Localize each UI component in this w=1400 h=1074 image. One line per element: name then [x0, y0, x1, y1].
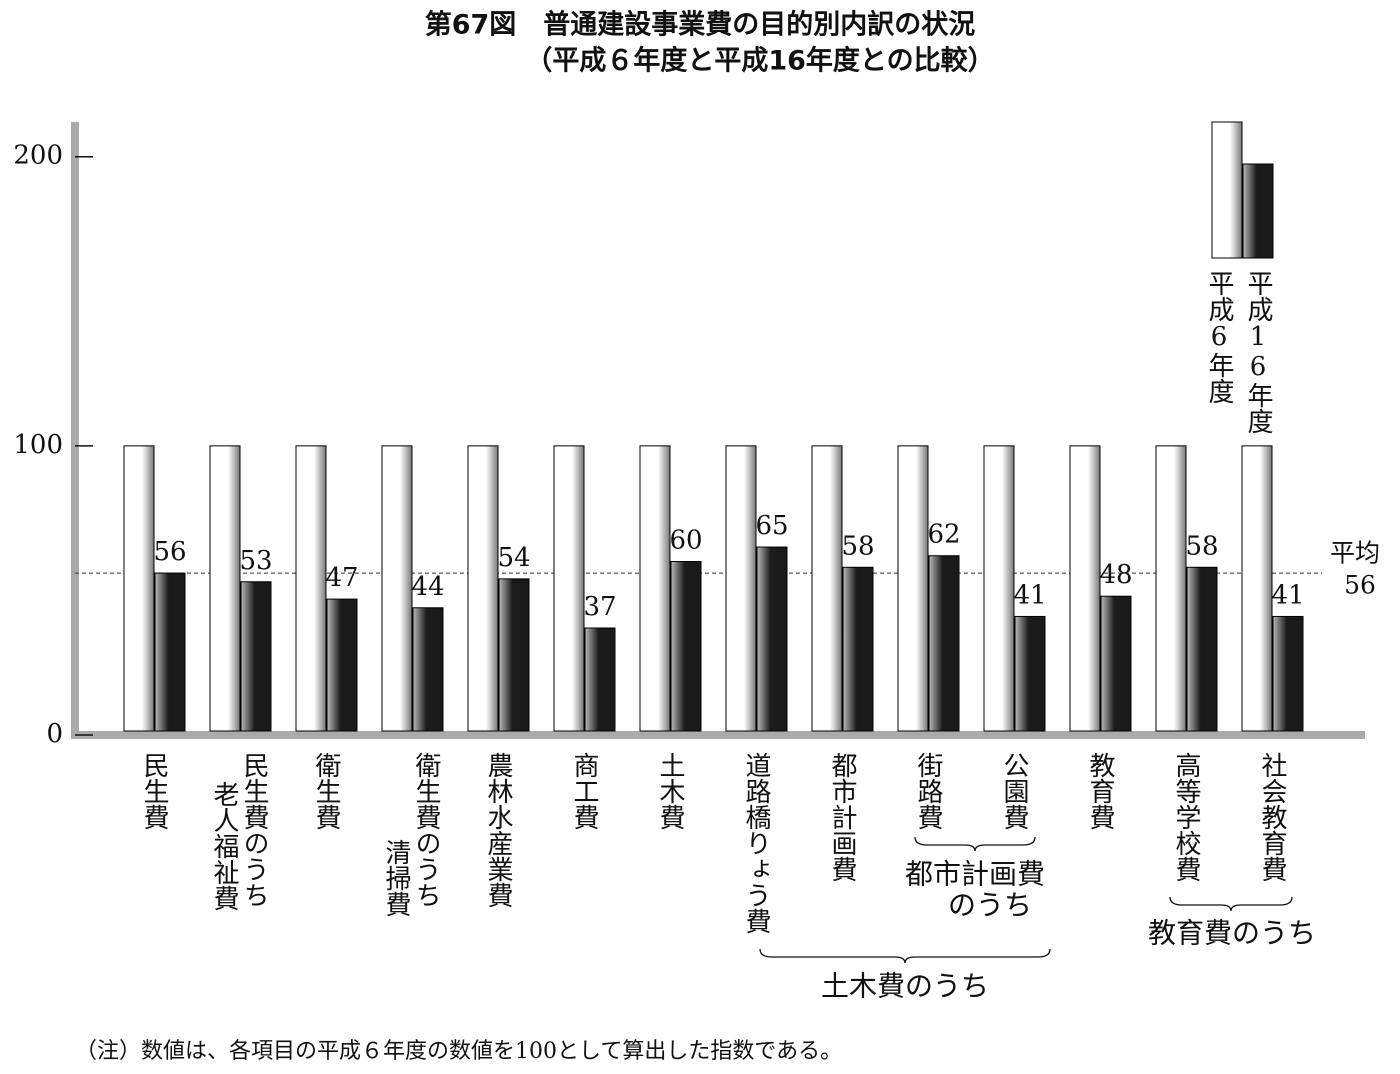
x-tick-label: 衛生費のうち	[411, 752, 441, 908]
average-value: 56	[1344, 571, 1376, 600]
note: （注）数値は、各項目の平成６年度の数値を100として算出した指数である。	[75, 1039, 842, 1064]
legend-label: 平成6年度	[1204, 270, 1234, 404]
x-tick-label: 街路費	[913, 752, 943, 830]
value-label: 65	[755, 511, 788, 541]
bar	[1241, 445, 1273, 732]
value-label: 58	[841, 531, 874, 561]
legend-swatch	[1242, 163, 1274, 259]
bar	[381, 445, 413, 732]
bar	[928, 555, 960, 732]
x-tick-label: 民生費	[139, 752, 169, 830]
bar	[326, 598, 358, 732]
x-tick-label: 衛生費	[311, 752, 341, 830]
bar	[1014, 615, 1046, 732]
bar	[584, 627, 616, 732]
bar	[123, 445, 155, 732]
group-label: 教育費のうち	[1148, 917, 1316, 950]
value-label: 62	[927, 520, 960, 550]
value-label: 44	[411, 572, 444, 602]
value-label: 58	[1185, 531, 1218, 561]
bar	[756, 546, 788, 732]
bar	[897, 445, 929, 732]
bar	[467, 445, 499, 732]
y-tick-label: 0	[46, 719, 63, 749]
x-tick-label: 都市計画費	[827, 752, 857, 882]
bar	[1186, 566, 1218, 732]
x-tick-label: 道路橋りょう費	[741, 752, 771, 934]
bar	[639, 445, 671, 732]
x-tick-label: 老人福祉費	[209, 781, 239, 911]
x-tick-label: 農林水産業費	[483, 752, 513, 908]
bar	[983, 445, 1015, 732]
chart-title: 第67図 普通建設事業費の目的別内訳の状況	[425, 9, 976, 41]
bar	[553, 445, 585, 732]
value-label: 56	[153, 537, 186, 567]
y-tick-label: 200	[13, 141, 63, 171]
bar	[240, 581, 272, 732]
x-tick-label: 社会教育費	[1257, 752, 1287, 882]
average-label: 平均	[1330, 539, 1380, 568]
group-label: のうち	[948, 889, 1032, 922]
x-tick-label: 教育費	[1085, 752, 1115, 830]
bar	[670, 561, 702, 732]
group-label: 都市計画費	[905, 858, 1045, 891]
legend-swatch	[1211, 121, 1243, 259]
bar	[498, 578, 530, 732]
bar	[295, 445, 327, 732]
group-label: 土木費のうち	[821, 970, 989, 1003]
legend-label: 平成16年度	[1243, 270, 1273, 434]
x-tick-label: 商工費	[569, 752, 599, 830]
group-bracket	[914, 836, 1036, 852]
x-tick-label: 高等学校費	[1171, 752, 1201, 882]
value-label: 37	[583, 592, 616, 622]
bar	[1100, 595, 1132, 732]
bar	[412, 607, 444, 732]
bar	[154, 572, 186, 732]
value-label: 41	[1271, 580, 1304, 610]
x-tick-label: 清掃費	[381, 839, 411, 917]
group-bracket	[759, 948, 1051, 964]
x-tick-label: 公園費	[999, 752, 1029, 830]
value-label: 48	[1099, 560, 1132, 590]
chart-subtitle: （平成６年度と平成16年度との比較）	[525, 45, 994, 77]
y-tick-label: 100	[13, 430, 63, 460]
value-label: 47	[325, 563, 358, 593]
bar	[725, 445, 757, 732]
value-label: 41	[1013, 580, 1046, 610]
bar	[1155, 445, 1187, 732]
bar	[811, 445, 843, 732]
bar	[1272, 615, 1304, 732]
value-label: 53	[239, 546, 272, 576]
value-label: 54	[497, 543, 530, 573]
bar	[209, 445, 241, 732]
bar	[1069, 445, 1101, 732]
x-tick-label: 土木費	[655, 752, 685, 830]
group-bracket	[1169, 896, 1293, 912]
value-label: 60	[669, 526, 702, 556]
x-tick-label: 民生費のうち	[239, 752, 269, 908]
bar	[842, 566, 874, 732]
